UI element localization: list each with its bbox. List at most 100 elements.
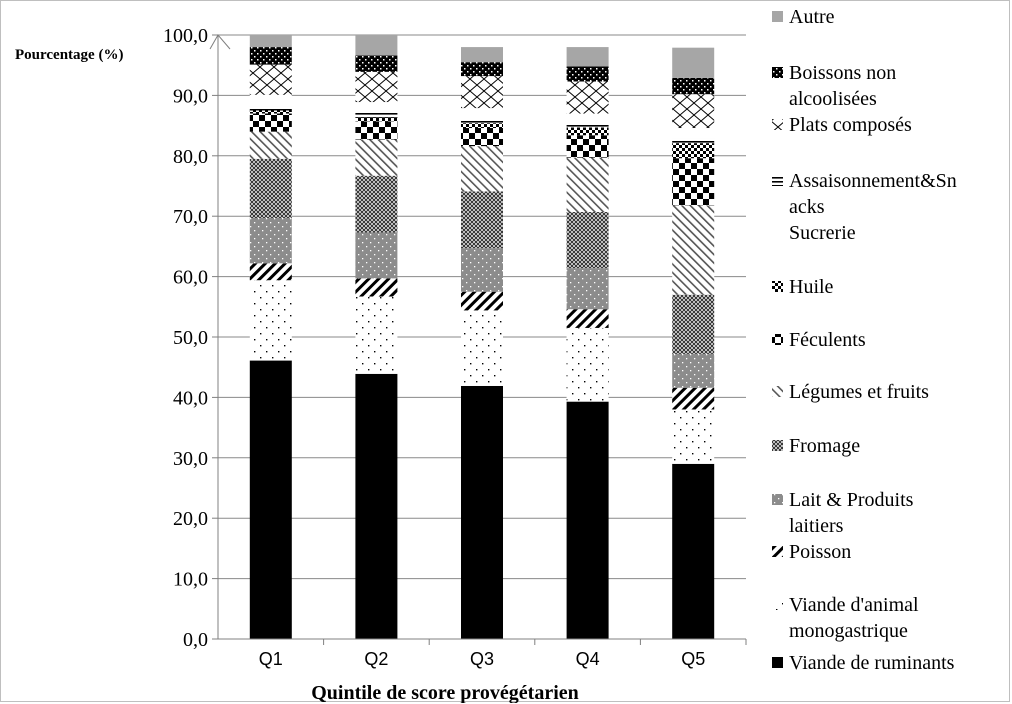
x-tick-label: Q5 bbox=[681, 649, 705, 669]
legend-swatch bbox=[772, 440, 783, 451]
legend-label: Féculents bbox=[789, 329, 866, 351]
legend-swatch bbox=[772, 67, 783, 78]
bar-segment bbox=[461, 123, 503, 129]
y-tick-labels: 0,0 10,0 20,0 30,0 40,0 50,0 60,0 70,0 80,0 90,0 1… bbox=[163, 25, 218, 651]
bar-segment bbox=[355, 117, 398, 122]
y-tick-label: 0,0 bbox=[183, 629, 208, 651]
bar-segment bbox=[249, 106, 292, 111]
bar-segment bbox=[249, 131, 292, 159]
legend-swatch bbox=[772, 546, 783, 557]
bar-segment bbox=[566, 47, 609, 67]
bar-segment bbox=[566, 268, 609, 310]
bar-segment bbox=[566, 309, 609, 328]
bar-segment bbox=[672, 94, 715, 129]
bar-segment bbox=[355, 35, 398, 56]
bars bbox=[249, 35, 715, 639]
legend-label: Viande de ruminants bbox=[789, 652, 955, 674]
bar-segment bbox=[672, 294, 715, 354]
bar-segment bbox=[461, 108, 503, 119]
y-tick-label: 100,0 bbox=[163, 25, 208, 47]
legend-swatch bbox=[772, 281, 783, 292]
bar-segment bbox=[355, 55, 398, 72]
x-axis-label: Quintile de score provégétarien bbox=[311, 682, 579, 703]
legend-label: Viande d'animal bbox=[789, 594, 919, 616]
legend-label: Lait & Produits bbox=[789, 489, 914, 511]
y-tick-label: 70,0 bbox=[173, 206, 208, 228]
bar-segment bbox=[249, 47, 292, 65]
bar-segment bbox=[461, 146, 503, 192]
legend-swatch bbox=[772, 334, 783, 345]
bar-segment bbox=[461, 128, 503, 147]
bar-segment bbox=[566, 113, 609, 124]
bar-segment bbox=[566, 127, 609, 136]
bar-segment bbox=[461, 47, 503, 63]
bar-segment bbox=[249, 35, 292, 48]
y-tick-label: 20,0 bbox=[173, 508, 208, 530]
legend-label: Autre bbox=[789, 6, 835, 28]
bar-segment bbox=[461, 385, 503, 639]
bar-segment bbox=[249, 263, 292, 281]
bar-segment bbox=[355, 112, 398, 118]
bar-segment bbox=[461, 191, 503, 249]
y-tick-label: 80,0 bbox=[173, 146, 208, 168]
bar-segment bbox=[355, 232, 398, 279]
x-tick-label: Q2 bbox=[364, 649, 388, 669]
legend-label: Légumes et fruits bbox=[789, 381, 929, 403]
y-tick-label: 40,0 bbox=[173, 387, 208, 409]
y-tick-label: 60,0 bbox=[173, 267, 208, 289]
bar-segment bbox=[566, 401, 609, 639]
bar-segment bbox=[566, 327, 609, 402]
bar-segment bbox=[249, 218, 292, 264]
bar-segment bbox=[672, 353, 715, 388]
bar-segment bbox=[672, 143, 715, 159]
bar-segment bbox=[672, 138, 715, 144]
bar-segment bbox=[355, 373, 398, 639]
bar-segment bbox=[355, 139, 398, 176]
y-axis-arrow bbox=[209, 34, 231, 50]
legend-label: acks bbox=[789, 196, 825, 218]
legend-label: Sucrerie bbox=[789, 222, 856, 244]
bar-segment bbox=[355, 278, 398, 297]
bar-segment bbox=[672, 387, 715, 410]
legend-label: Assaisonnement&Sn bbox=[789, 170, 957, 192]
bar-segment bbox=[461, 76, 503, 109]
bar-segment bbox=[461, 62, 503, 77]
bar-segment bbox=[355, 296, 398, 374]
bar-segment bbox=[249, 158, 292, 219]
bar-segment bbox=[249, 113, 292, 132]
legend-label: Boissons non bbox=[789, 62, 896, 84]
x-tick-label: Q1 bbox=[259, 649, 283, 669]
bar-segment bbox=[249, 360, 292, 639]
legend-label: monogastrique bbox=[789, 620, 908, 642]
bar-segment bbox=[672, 77, 715, 95]
bar-segment bbox=[566, 211, 609, 269]
bar-segment bbox=[355, 175, 398, 233]
bar-segment bbox=[249, 94, 292, 107]
legend-swatch bbox=[772, 657, 783, 668]
bar-segment bbox=[461, 248, 503, 292]
x-tick-label: Q3 bbox=[470, 649, 494, 669]
bar-segment bbox=[672, 128, 715, 139]
legend-label: Poisson bbox=[789, 541, 851, 563]
legend-swatch bbox=[772, 119, 783, 130]
bar-segment bbox=[672, 409, 715, 464]
legend-label: Fromage bbox=[789, 435, 860, 457]
y-tick-label: 10,0 bbox=[173, 569, 208, 591]
y-axis-label: Pourcentage (%) bbox=[15, 47, 123, 63]
bar-segment bbox=[355, 102, 398, 113]
legend-swatch bbox=[772, 11, 783, 22]
legend: Autre Boissons non alcoolisées Plats compos… bbox=[772, 6, 957, 674]
bar-segment bbox=[566, 135, 609, 158]
bar-segment bbox=[566, 81, 609, 114]
bar-segment bbox=[249, 110, 292, 114]
x-tick-labels: Q1 Q2 Q3 Q4 Q5 bbox=[259, 639, 747, 669]
legend-label: Huile bbox=[789, 276, 834, 298]
bar-segment bbox=[461, 118, 503, 124]
x-tick-label: Q4 bbox=[576, 649, 600, 669]
bar-segment bbox=[249, 64, 292, 95]
y-tick-label: 30,0 bbox=[173, 448, 208, 470]
bar-segment bbox=[355, 121, 398, 140]
legend-swatch bbox=[772, 386, 783, 397]
